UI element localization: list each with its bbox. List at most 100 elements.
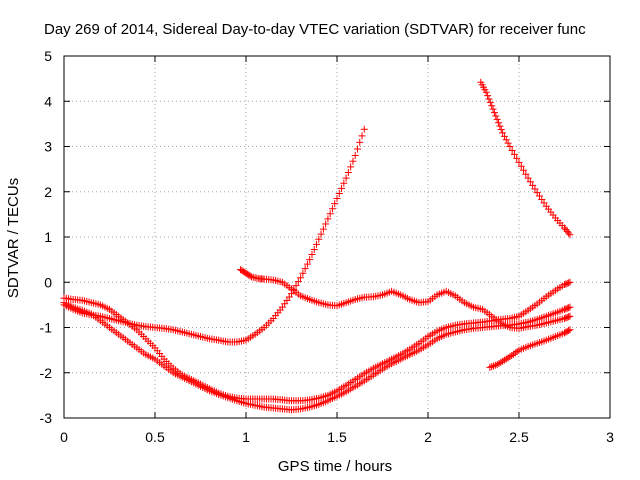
data-point [292,282,300,290]
x-tick-label: 1 [242,429,250,445]
data-point [565,229,573,237]
data-point [333,195,341,203]
data-point [566,312,574,320]
data-point [326,210,334,218]
data-point [508,352,516,360]
data-point [485,95,493,103]
data-point [349,157,357,165]
data-point [515,158,523,166]
series-track-e [477,78,574,239]
data-point [303,260,311,268]
data-point [491,361,499,369]
data-point [504,354,512,362]
data-point [486,363,494,371]
data-point [246,272,254,280]
data-point [328,205,336,213]
data-point [351,152,359,160]
x-tick-label: 0 [60,429,68,445]
data-point [358,132,366,140]
data-point [513,347,521,355]
data-point [565,304,573,312]
data-point [338,184,346,192]
data-point [356,138,364,146]
data-point [322,220,330,228]
x-tick-label: 2 [424,429,432,445]
y-tick-label: -3 [40,410,53,426]
y-tick-label: 2 [44,184,52,200]
data-point [526,178,534,186]
data-point [310,245,318,253]
data-point [566,278,574,286]
y-tick-label: -1 [40,320,53,336]
x-axis: 0 0.5 1 1.5 2 2.5 3 [60,56,614,445]
data-point [294,278,302,286]
data-point [324,215,332,223]
data-point [565,327,573,335]
data-point [317,230,325,238]
data-point [500,356,508,364]
data-point [484,92,492,100]
data-point [522,170,530,178]
data-point [360,125,368,133]
data-point [499,357,507,365]
data-point [566,326,574,334]
data-points [60,78,574,414]
data-point [497,358,505,366]
data-point [335,189,343,197]
series-track-b [60,278,574,405]
data-point [490,109,498,117]
data-point [517,162,525,170]
data-point [308,251,316,259]
data-point [502,136,510,144]
data-point [306,256,314,264]
data-point [495,119,503,127]
data-point [495,359,503,367]
data-point [347,163,355,171]
y-tick-label: 5 [44,48,52,64]
data-point [493,115,501,123]
chart-title: Day 269 of 2014, Sidereal Day-to-day VTE… [44,21,586,38]
series-track-f [486,326,574,371]
y-tick-label: -2 [40,365,53,381]
data-point [508,146,516,154]
y-axis: -3 -2 -1 0 1 2 3 4 5 [40,48,610,426]
data-point [499,129,507,137]
data-point [510,150,518,158]
data-point [529,181,537,189]
data-point [504,139,512,147]
x-tick-label: 0.5 [145,429,165,445]
data-point [510,350,518,358]
grid-lines [64,56,610,418]
data-point [513,154,521,162]
data-point [565,313,573,321]
x-tick-label: 2.5 [509,429,529,445]
data-point [506,353,514,361]
data-point [566,231,574,239]
series-track-c [60,125,368,346]
data-point [486,98,494,106]
data-point [511,349,519,357]
data-point [488,363,496,371]
y-tick-label: 0 [44,274,52,290]
data-point [342,174,350,182]
y-tick-label: 3 [44,139,52,155]
data-point [319,225,327,233]
data-point [531,185,539,193]
data-point [344,169,352,177]
data-point [488,102,496,110]
series-track-d [237,266,574,332]
y-tick-label: 4 [44,93,52,109]
data-point [297,274,305,282]
data-point [490,362,498,370]
data-point [313,240,321,248]
data-point [502,355,510,363]
x-axis-label: GPS time / hours [278,458,392,475]
data-point [340,179,348,187]
x-tick-label: 3 [606,429,614,445]
data-point [492,112,500,120]
data-point [506,143,514,150]
data-point [331,200,339,208]
x-tick-label: 1.5 [327,429,347,445]
data-point [489,105,497,113]
